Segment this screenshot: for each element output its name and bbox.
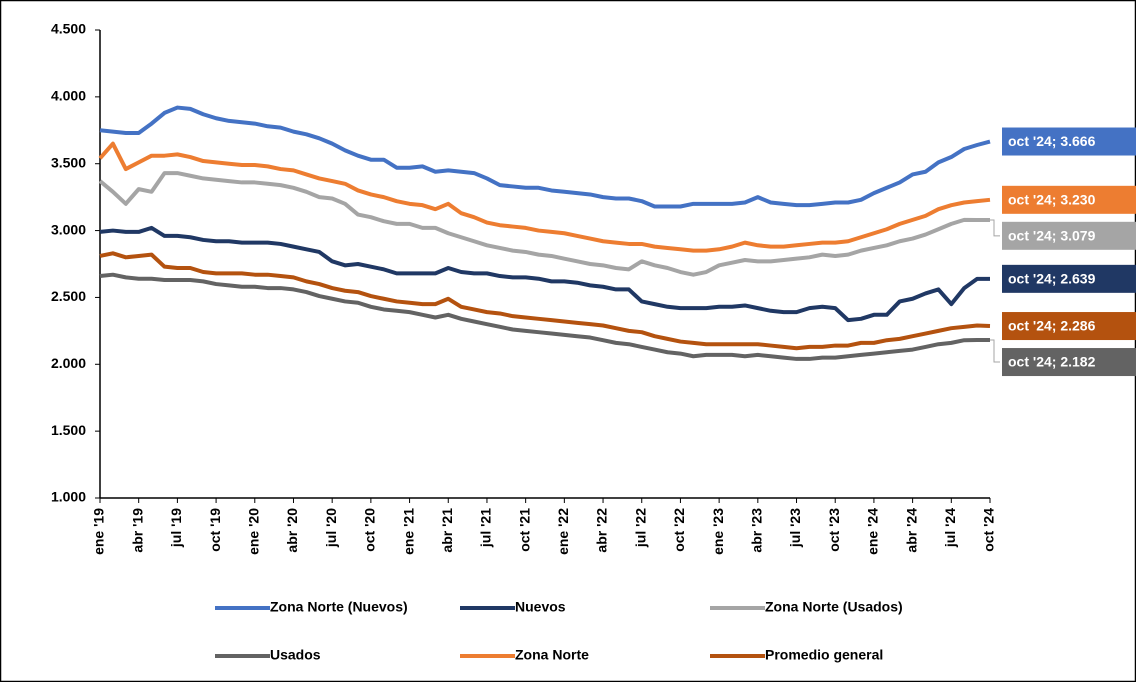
x-tick-label: ene '20 bbox=[245, 508, 261, 555]
legend-label: Zona Norte (Nuevos) bbox=[270, 599, 408, 615]
x-tick-label: oct '20 bbox=[362, 508, 378, 552]
x-tick-label: abr '24 bbox=[903, 508, 919, 553]
x-tick-label: ene '23 bbox=[710, 508, 726, 555]
x-tick-label: ene '22 bbox=[555, 508, 571, 555]
end-label-box bbox=[1002, 127, 1136, 156]
y-tick-label: 4.000 bbox=[51, 88, 86, 104]
x-tick-label: oct '19 bbox=[207, 508, 223, 552]
leader-line bbox=[990, 219, 1000, 237]
end-label: oct '24; 2.286 bbox=[1008, 318, 1096, 334]
y-tick-label: 1.500 bbox=[51, 422, 86, 438]
legend-label: Usados bbox=[270, 647, 321, 663]
y-tick-label: 3.000 bbox=[51, 221, 86, 237]
x-tick-label: jul '20 bbox=[323, 508, 339, 548]
y-tick-label: 2.500 bbox=[51, 288, 86, 304]
end-label-box bbox=[1002, 264, 1136, 293]
end-label-box bbox=[1002, 221, 1136, 250]
x-tick-label: abr '19 bbox=[129, 508, 145, 553]
x-tick-label: ene '21 bbox=[400, 508, 416, 555]
end-label-box bbox=[1002, 185, 1136, 214]
series-line bbox=[99, 251, 991, 351]
end-label: oct '24; 3.666 bbox=[1008, 133, 1096, 149]
x-tick-label: abr '23 bbox=[749, 508, 765, 553]
x-tick-label: abr '22 bbox=[594, 508, 610, 553]
x-tick-label: ene '19 bbox=[91, 508, 107, 555]
end-label: oct '24; 2.182 bbox=[1008, 354, 1096, 370]
x-tick-label: jul '19 bbox=[168, 508, 184, 548]
series-line bbox=[98, 171, 990, 277]
x-tick-label: ene '24 bbox=[865, 508, 881, 555]
legend-label: Zona Norte (Usados) bbox=[765, 599, 903, 615]
y-tick-label: 4.500 bbox=[51, 21, 86, 37]
legend-label: Promedio general bbox=[765, 647, 883, 663]
x-tick-label: abr '21 bbox=[439, 508, 455, 553]
x-tick-label: jul '24 bbox=[942, 508, 958, 548]
end-label: oct '24; 3.230 bbox=[1008, 192, 1096, 208]
x-tick-label: oct '22 bbox=[671, 508, 687, 552]
x-tick-label: abr '20 bbox=[284, 508, 300, 553]
x-tick-label: jul '21 bbox=[478, 508, 494, 548]
x-tick-label: jul '22 bbox=[632, 508, 648, 548]
leader-line bbox=[990, 339, 1000, 363]
end-label-box bbox=[1002, 348, 1136, 377]
end-label: oct '24; 2.639 bbox=[1008, 271, 1096, 287]
end-label-box bbox=[1002, 312, 1136, 341]
series-line bbox=[99, 105, 991, 209]
x-tick-label: oct '23 bbox=[826, 508, 842, 552]
series-line bbox=[99, 272, 990, 361]
series-line bbox=[98, 141, 991, 253]
x-tick-label: oct '24 bbox=[981, 508, 997, 552]
x-tick-label: jul '23 bbox=[787, 508, 803, 548]
end-label: oct '24; 3.079 bbox=[1008, 228, 1096, 244]
y-tick-label: 1.000 bbox=[51, 489, 86, 505]
y-tick-label: 3.500 bbox=[51, 154, 86, 170]
series-line bbox=[99, 225, 990, 323]
legend-label: Nuevos bbox=[515, 599, 566, 615]
x-tick-label: oct '21 bbox=[516, 508, 532, 552]
legend-label: Zona Norte bbox=[515, 647, 589, 663]
y-tick-label: 2.000 bbox=[51, 355, 86, 371]
